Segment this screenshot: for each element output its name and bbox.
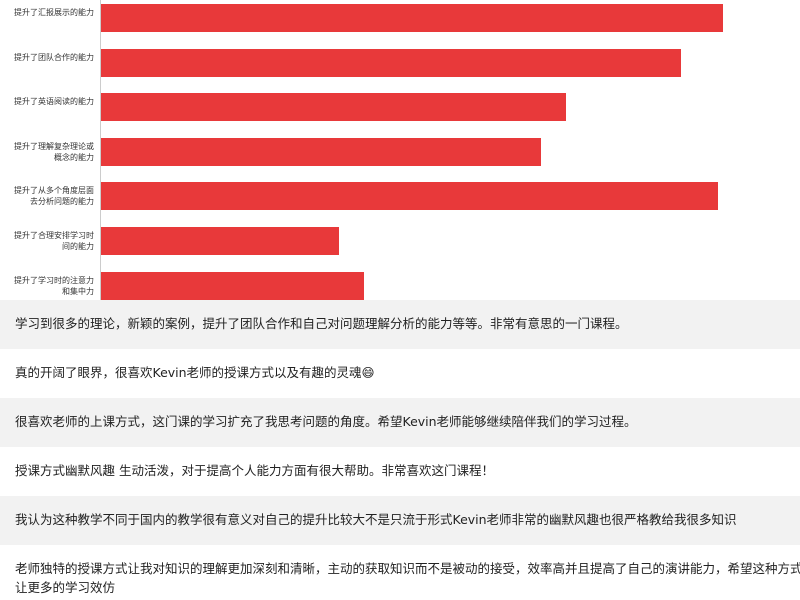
comment-row: 授课方式幽默风趣 生动活泼，对于提高个人能力方面有很大帮助。非常喜欢这门课程！	[0, 447, 800, 496]
comment-text: 真的开阔了眼界，很喜欢Kevin老师的授课方式以及有趣的灵魂😄	[15, 365, 375, 380]
comment-list: 学习到很多的理论，新颖的案例，提升了团队合作和自己对问题理解分析的能力等等。非常…	[0, 300, 800, 600]
comment-row: 很喜欢老师的上课方式，这门课的学习扩充了我思考问题的角度。希望Kevin老师能够…	[0, 398, 800, 447]
bar	[101, 4, 724, 32]
bar	[101, 93, 566, 122]
bar	[101, 227, 339, 255]
axis-line	[100, 0, 101, 300]
comment-text: 授课方式幽默风趣 生动活泼，对于提高个人能力方面有很大帮助。非常喜欢这门课程！	[15, 463, 494, 478]
bar	[101, 182, 719, 211]
comment-text: 老师独特的授课方式让我对知识的理解更加深刻和清晰，主动的获取知识而不是被动的接受…	[15, 561, 800, 595]
category-label: 提升了合理安排学习时间的能力	[14, 231, 94, 251]
comment-text: 很喜欢老师的上课方式，这门课的学习扩充了我思考问题的角度。希望Kevin老师能够…	[15, 414, 637, 429]
category-label: 提升了团队合作的能力	[14, 52, 94, 62]
bar	[101, 137, 542, 166]
category-label: 提升了学习时的注意力和集中力	[14, 275, 94, 296]
category-label: 提升了从多个角度层面去分析问题的能力	[14, 186, 94, 207]
comment-row: 老师独特的授课方式让我对知识的理解更加深刻和清晰，主动的获取知识而不是被动的接受…	[0, 545, 800, 600]
comment-row: 真的开阔了眼界，很喜欢Kevin老师的授课方式以及有趣的灵魂😄	[0, 349, 800, 398]
bar	[101, 48, 682, 77]
comment-text: 学习到很多的理论，新颖的案例，提升了团队合作和自己对问题理解分析的能力等等。非常…	[15, 316, 628, 331]
comment-row: 学习到很多的理论，新颖的案例，提升了团队合作和自己对问题理解分析的能力等等。非常…	[0, 300, 800, 349]
bar	[101, 271, 364, 300]
comment-row: 我认为这种教学不同于国内的教学很有意义对自己的提升比较大不是只流于形式Kevin…	[0, 496, 800, 545]
category-label: 提升了英语阅读的能力	[14, 97, 94, 107]
comment-text: 我认为这种教学不同于国内的教学很有意义对自己的提升比较大不是只流于形式Kevin…	[15, 512, 737, 527]
category-label: 提升了汇报展示的能力	[14, 8, 94, 17]
bar-chart: 提升了汇报展示的能力 提升了团队合作的能力 提升了英语阅读的能力提升了理解复杂理论或…	[14, 0, 724, 300]
category-label: 提升了理解复杂理论或概念的能力	[14, 141, 94, 162]
